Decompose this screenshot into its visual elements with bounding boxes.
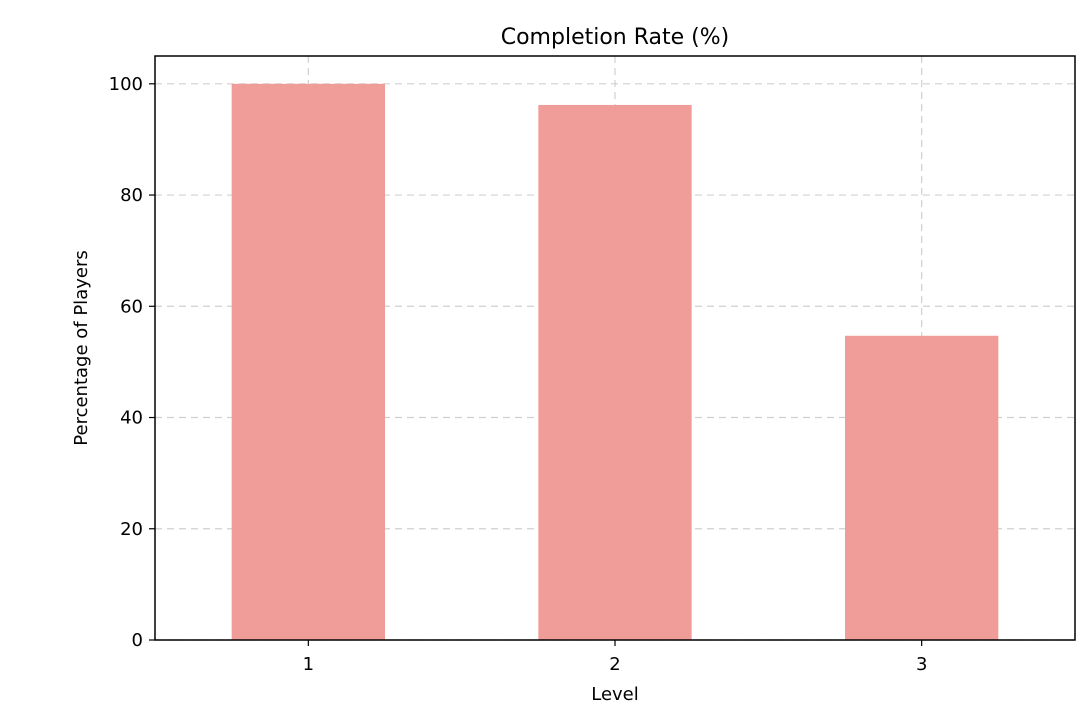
chart-title: Completion Rate (%) bbox=[501, 25, 730, 50]
bar-level-2 bbox=[538, 104, 692, 640]
y-tick-label: 80 bbox=[120, 185, 143, 206]
x-tick-label: 3 bbox=[916, 654, 927, 675]
x-tick-label: 2 bbox=[609, 654, 620, 675]
y-axis-ticks: 0 20 40 60 80 100 bbox=[109, 74, 155, 651]
bars bbox=[231, 83, 999, 641]
y-tick-label: 60 bbox=[120, 296, 143, 317]
x-axis-ticks: 1 2 3 bbox=[303, 640, 927, 675]
y-axis-label: Percentage of Players bbox=[71, 250, 92, 445]
y-tick-label: 100 bbox=[109, 74, 143, 95]
x-axis-label: Level bbox=[591, 684, 639, 705]
bar-level-3 bbox=[845, 335, 999, 640]
y-tick-label: 0 bbox=[132, 630, 143, 651]
x-tick-label: 1 bbox=[303, 654, 314, 675]
bar-level-1 bbox=[231, 83, 385, 641]
y-tick-label: 40 bbox=[120, 408, 143, 429]
y-tick-label: 20 bbox=[120, 519, 143, 540]
